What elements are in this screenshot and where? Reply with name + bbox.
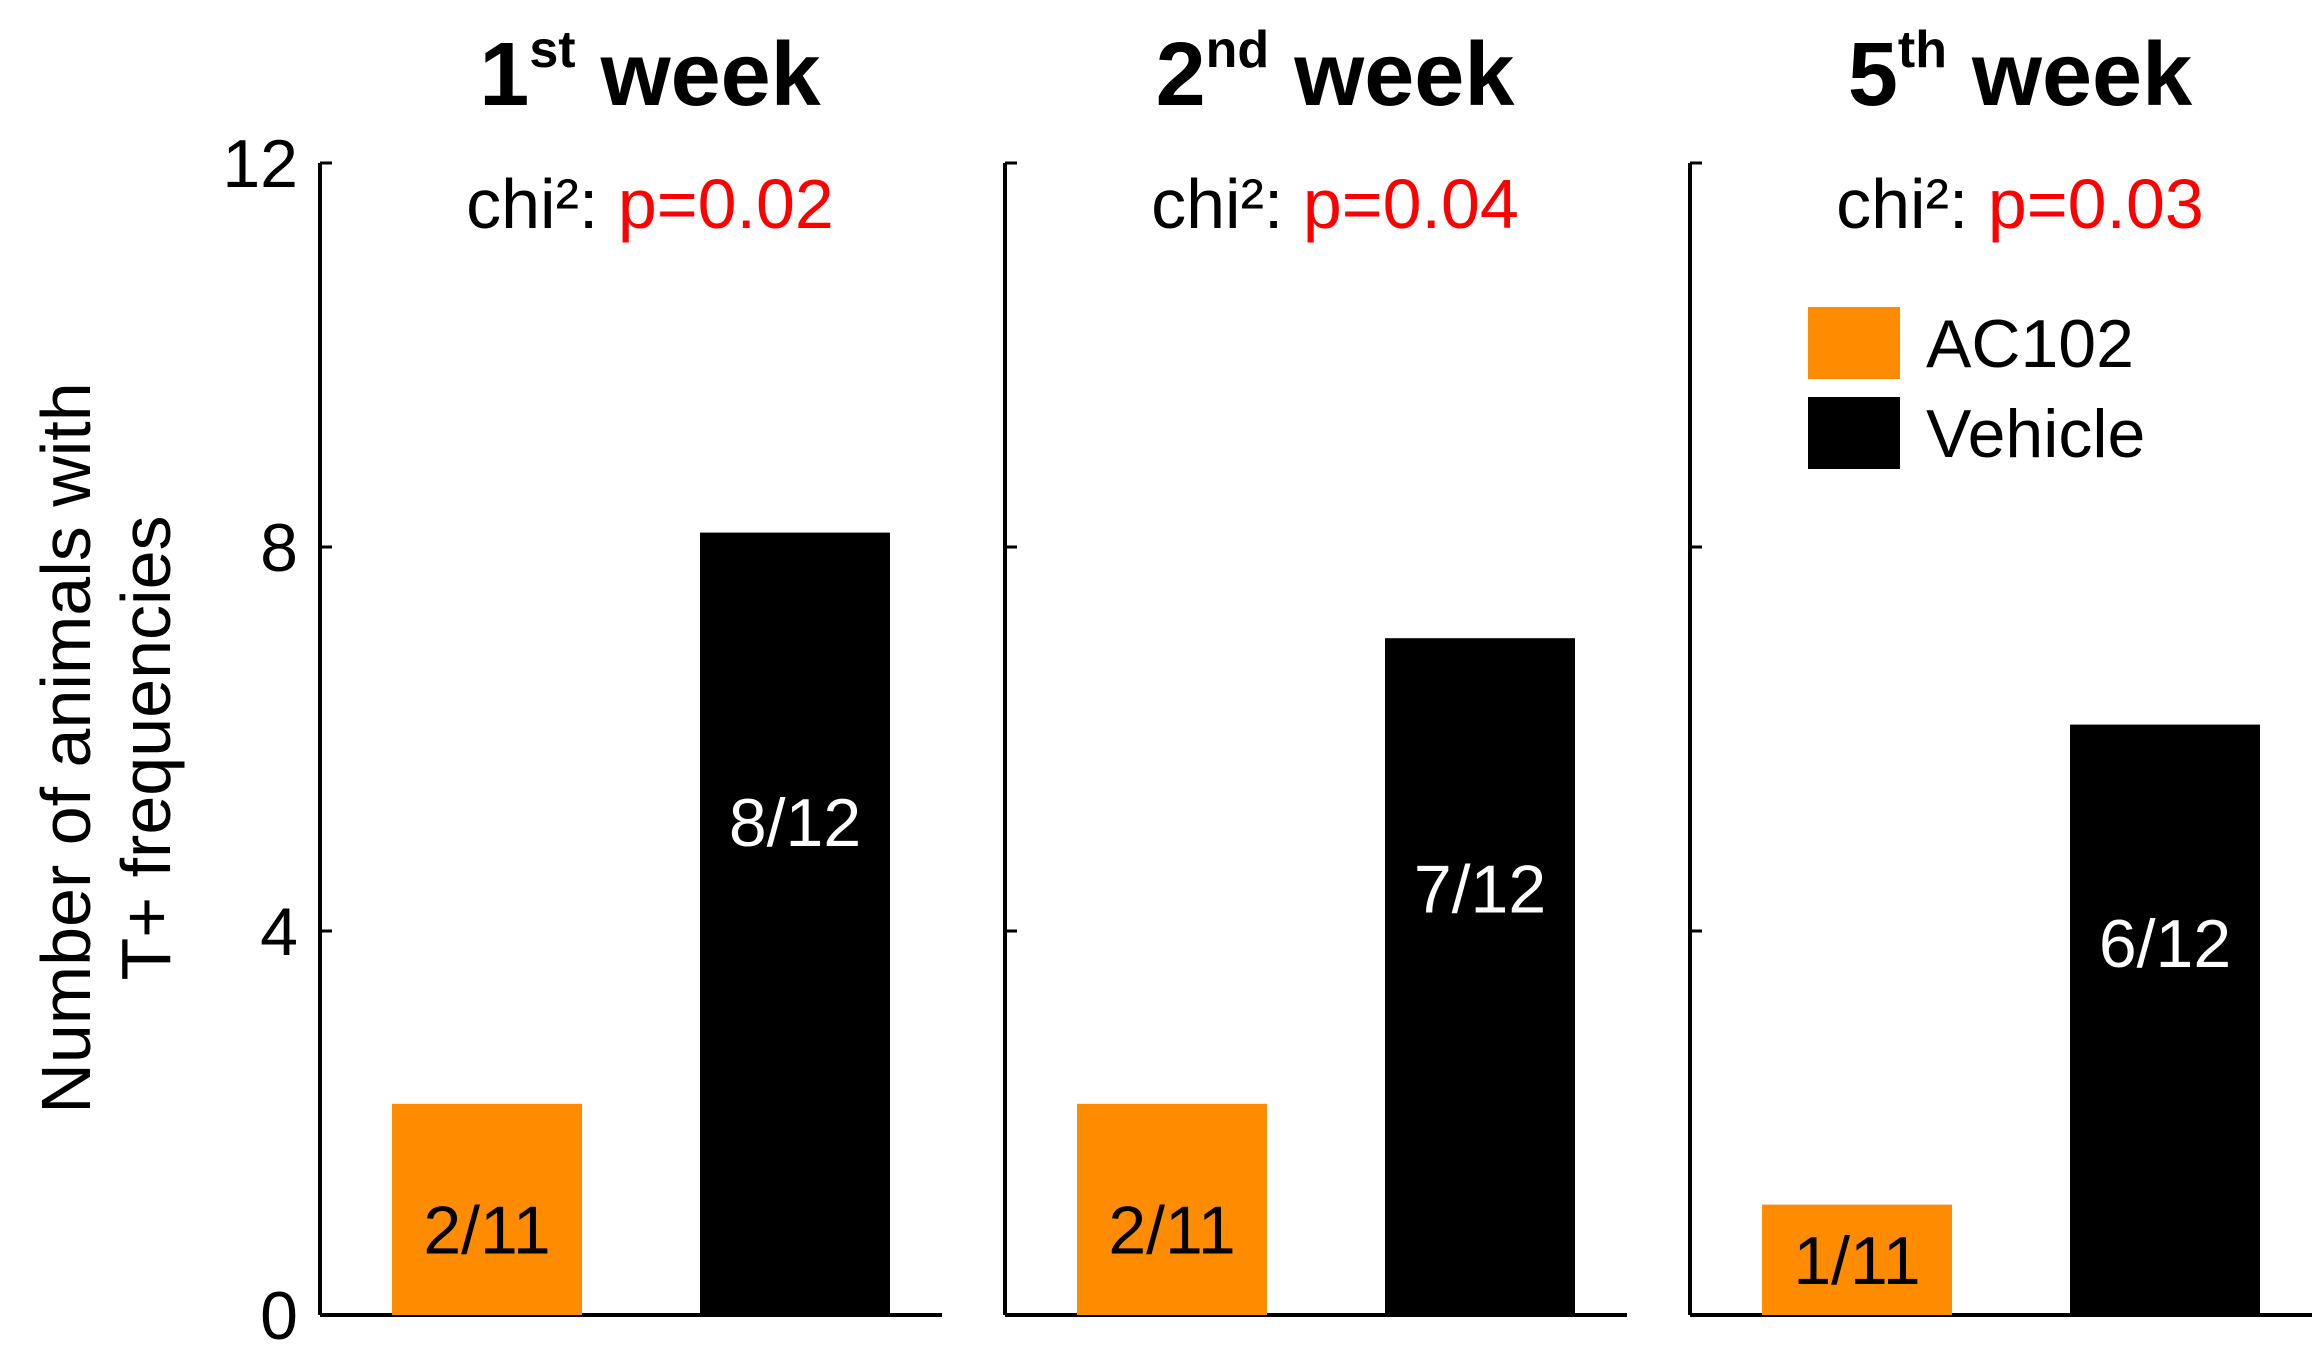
stat-annotation: chi²: p=0.02 (466, 165, 834, 243)
stat-annotation: chi²: p=0.03 (1836, 165, 2204, 243)
legend-swatch-vehicle (1808, 397, 1900, 469)
stat-label: chi²: (1151, 165, 1303, 243)
panel-title-word: week (576, 25, 822, 125)
panel-title: 5th week (1848, 21, 2193, 125)
panel-1: 0 4 8 12 1st week chi²: p=0.02 2/11 8/12 (222, 21, 942, 1353)
bar-data-label: 8/12 (729, 785, 861, 861)
panel-title-word: week (1269, 25, 1515, 125)
bar-data-label: 2/11 (423, 1192, 550, 1268)
legend-label-ac102: AC102 (1926, 306, 2134, 382)
panel-title: 1st week (479, 21, 821, 125)
bar-data-label: 1/11 (1793, 1223, 1920, 1299)
panel-title: 2nd week (1156, 21, 1516, 125)
bar-vehicle (700, 532, 890, 1315)
panel-3: 5th week chi²: p=0.03 1/11 6/12 (1688, 21, 2312, 1317)
bar-data-label: 7/12 (1414, 852, 1546, 928)
y-tick-label: 12 (222, 126, 298, 202)
y-axis-title-line: T+ frequencies (107, 516, 185, 981)
y-tick-label: 4 (260, 894, 298, 970)
panel-title-superscript: th (1898, 21, 1947, 79)
y-axis-title-line: Number of animals with (27, 382, 105, 1113)
stat-label: chi²: (466, 165, 618, 243)
panel-title-number: 5 (1848, 25, 1898, 125)
y-tick-label: 8 (260, 510, 298, 586)
p-value: p=0.02 (618, 165, 834, 243)
panel-title-superscript: st (529, 21, 575, 79)
bar-data-label: 2/11 (1108, 1192, 1235, 1268)
panel-title-superscript: nd (1206, 21, 1270, 79)
legend-swatch-ac102 (1808, 307, 1900, 379)
bar-data-label: 6/12 (2099, 906, 2231, 982)
panel-title-number: 2 (1156, 25, 1206, 125)
p-value: p=0.03 (1988, 165, 2204, 243)
panel-title-word: week (1947, 25, 2193, 125)
y-tick-label: 0 (260, 1278, 298, 1353)
stat-annotation: chi²: p=0.04 (1151, 165, 1519, 243)
stat-label: chi²: (1836, 165, 1988, 243)
bar-vehicle (2070, 724, 2260, 1315)
legend-label-vehicle: Vehicle (1926, 396, 2145, 472)
bar-ac102 (392, 1103, 582, 1315)
panel-2: 2nd week chi²: p=0.04 2/11 7/12 (1003, 21, 1627, 1317)
p-value: p=0.04 (1303, 165, 1519, 243)
bar-ac102 (1762, 1204, 1952, 1315)
bar-vehicle (1385, 638, 1575, 1315)
legend: AC102 Vehicle (1808, 306, 2145, 472)
y-axis-title: Number of animals withT+ frequencies (27, 382, 185, 1113)
panel-title-number: 1 (479, 25, 529, 125)
bar-ac102 (1077, 1103, 1267, 1315)
